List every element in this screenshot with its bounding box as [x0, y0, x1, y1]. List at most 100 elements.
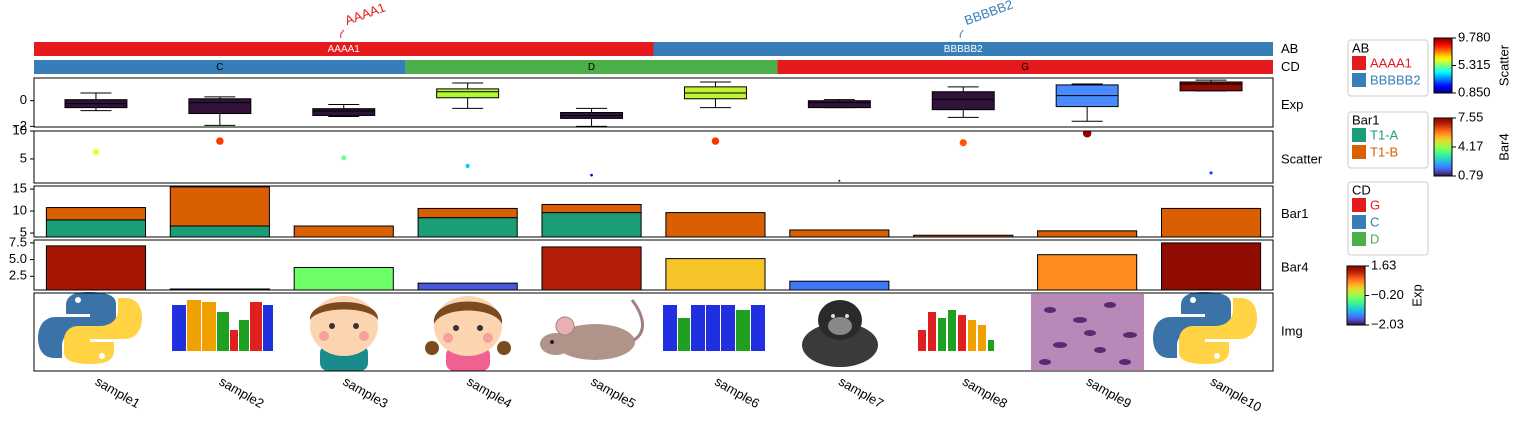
histology-part	[1084, 330, 1096, 336]
sequence-logo-part	[187, 300, 201, 351]
legend-title: AB	[1352, 40, 1369, 55]
girl-face	[425, 296, 511, 371]
scatter-point	[92, 148, 99, 155]
sequence-logo-part	[968, 320, 976, 351]
image-frame	[33, 292, 1274, 372]
y-tick-label: 5	[20, 150, 27, 165]
bar	[789, 280, 890, 290]
bar-segment	[914, 242, 1013, 255]
box	[312, 108, 376, 116]
sequence-logo-part	[938, 318, 946, 351]
plot-area	[92, 131, 1213, 182]
colorbar-tick-label: 0.79	[1458, 167, 1483, 182]
legend-label: D	[1370, 231, 1379, 246]
plot-area	[45, 242, 1262, 290]
histology-part	[1073, 317, 1087, 323]
sequence-logo-part	[978, 325, 986, 351]
bar-segment	[417, 217, 518, 237]
girl-face-part	[453, 325, 459, 331]
histology-part	[1044, 307, 1056, 313]
legend-label: T1-B	[1370, 144, 1398, 159]
boy-face-part	[353, 323, 359, 329]
box	[436, 88, 500, 99]
sample-label: sample3	[341, 374, 391, 412]
boy-face	[309, 296, 379, 371]
row-label: Bar1	[1281, 206, 1308, 221]
annotation-top-label: AAAA1	[343, 0, 388, 28]
sample-label: sample6	[712, 374, 762, 412]
box	[807, 100, 871, 109]
girl-face-part	[443, 333, 453, 343]
gorilla-part	[845, 314, 849, 318]
sample-label: sample8	[960, 374, 1010, 412]
legend-swatch	[1352, 56, 1366, 70]
sequence-logo-part	[202, 302, 216, 351]
row-label: Exp	[1281, 97, 1303, 112]
bar-segment	[1038, 242, 1137, 255]
bar-segment	[790, 242, 889, 255]
legend-label: BBBBB2	[1370, 72, 1421, 87]
sequence-logo-part	[239, 320, 249, 351]
panel-frame	[33, 77, 1274, 128]
bar-segment	[293, 225, 394, 237]
sequence-logo-part	[172, 305, 186, 351]
annotation-segment	[777, 60, 1273, 74]
boy-face-part	[309, 302, 379, 320]
plot-area	[64, 79, 1243, 127]
annotation-text: C	[216, 62, 223, 73]
colorbar-tick-label: −2.03	[1371, 316, 1404, 331]
bar-segment	[541, 212, 642, 237]
sequence-logo-part	[928, 312, 936, 351]
bar	[665, 258, 766, 290]
row-label: Bar4	[1281, 259, 1308, 274]
legend-label: T1-A	[1370, 127, 1399, 142]
sequence-logo-part	[663, 305, 677, 351]
legend-swatch	[1352, 198, 1366, 212]
bar-segment	[913, 234, 1014, 237]
annotation-text: BBBBB2	[944, 44, 983, 55]
legend-swatch	[1352, 232, 1366, 246]
annotation-segment	[653, 42, 1273, 56]
bar-segment	[1037, 230, 1138, 237]
scatter-point	[1209, 171, 1213, 175]
bar-segment	[294, 242, 393, 255]
row-label: CD	[1281, 59, 1300, 74]
legend-label: AAAA1	[1370, 55, 1412, 70]
sequence-logo-part	[751, 305, 765, 351]
sequence-logo	[663, 305, 765, 351]
annotation-text: AAAA1	[328, 44, 361, 55]
box	[1179, 81, 1243, 92]
girl-face-part	[477, 325, 483, 331]
sample-label: sample9	[1084, 374, 1134, 412]
gorilla-part	[831, 314, 835, 318]
scatter-point	[959, 139, 967, 147]
panel-frame	[33, 239, 1274, 291]
python-logo	[38, 292, 142, 364]
histology-part	[1094, 347, 1106, 353]
python-logo	[1153, 292, 1257, 364]
bar-segment	[417, 207, 518, 219]
bar	[417, 282, 518, 290]
boy-face-part	[329, 323, 335, 329]
histology-part	[1104, 302, 1116, 308]
y-tick-label: −2	[12, 118, 27, 133]
histology-part	[1039, 359, 1051, 365]
sample-label: sample10	[1208, 374, 1264, 415]
scatter-point	[341, 155, 347, 161]
annotation-text: D	[588, 62, 595, 73]
colorbar-tick-label: 5.315	[1458, 57, 1491, 72]
girl-face-part	[425, 341, 439, 355]
girl-face-part	[497, 341, 511, 355]
legend-box	[1347, 111, 1429, 169]
gorilla	[802, 300, 878, 367]
legend-title: Bar1	[1352, 112, 1379, 127]
mouse-part	[550, 340, 554, 344]
row-label: AB	[1281, 41, 1298, 56]
legend-title: CD	[1352, 182, 1371, 197]
sample-label: sample4	[464, 374, 514, 412]
boy-face-part	[319, 331, 329, 341]
bar-segment	[666, 242, 765, 255]
colorbar-tick-label: 9.780	[1458, 29, 1491, 44]
legend-swatch	[1352, 215, 1366, 229]
